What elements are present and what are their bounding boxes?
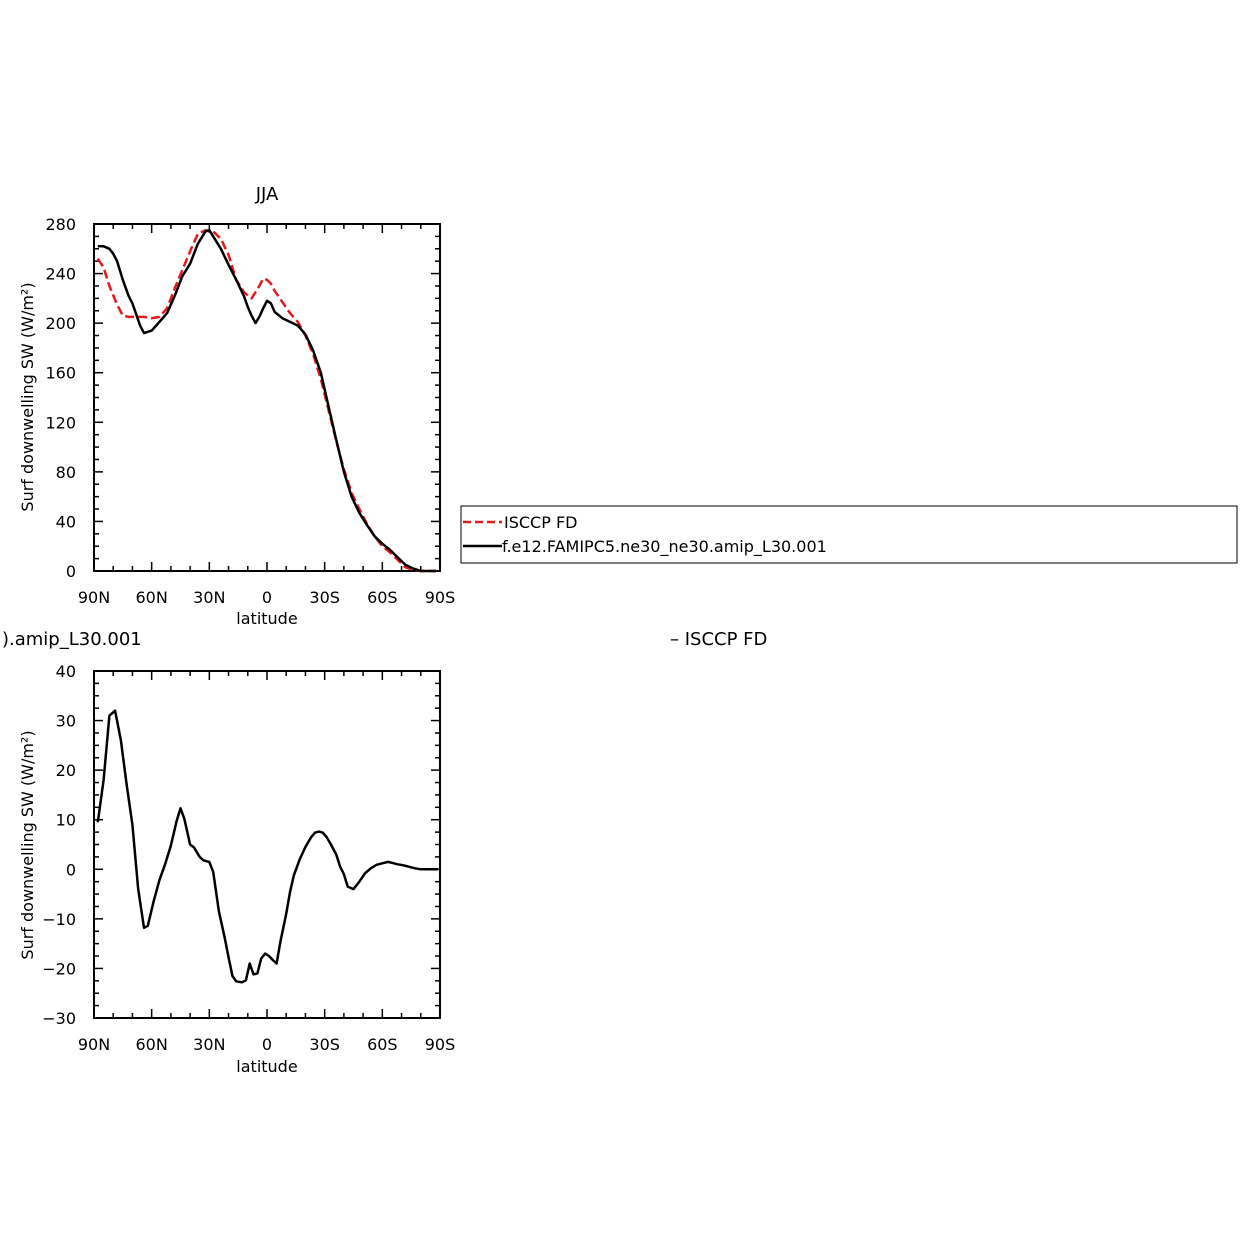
bottom-panel-title-left: ).amip_L30.001	[2, 629, 142, 650]
bottom-x-tick-label: 90N	[78, 1035, 110, 1054]
top-y-tick-label: 280	[45, 215, 76, 234]
top-panel: JJA 90N 60N 30N 0 30S 60S 90S 0 40 80 120 160 200 24…	[18, 184, 455, 628]
top-series-line-0	[96, 228, 437, 573]
bottom-y-tick-label: −30	[42, 1009, 76, 1028]
bottom-x-tick-label: 30N	[193, 1035, 225, 1054]
top-y-tick-label: 240	[45, 265, 76, 284]
top-y-axis-label: Surf downwelling SW (W/m²)	[18, 282, 37, 511]
top-x-tick-label: 60N	[136, 588, 168, 607]
top-panel-title: JJA	[255, 184, 279, 205]
legend-label-model: f.e12.FAMIPC5.ne30_ne30.amip_L30.001	[502, 537, 827, 557]
bottom-x-tick-label: 0	[262, 1035, 272, 1054]
top-x-tick-label: 90N	[78, 588, 110, 607]
bottom-y-tick-label: −20	[42, 959, 76, 978]
top-y-tick-label: 200	[45, 314, 76, 333]
bottom-x-tick-label: 60S	[367, 1035, 398, 1054]
legend-label-isccp: ISCCP FD	[504, 513, 577, 532]
top-y-tick-label: 0	[66, 562, 76, 581]
bottom-y-tick-label: −10	[42, 910, 76, 929]
bottom-y-ticks: −30 −20 −10 0 10 20 30 40	[42, 662, 440, 1028]
bottom-y-tick-label: 20	[56, 761, 76, 780]
top-x-tick-label: 0	[262, 588, 272, 607]
top-y-tick-label: 120	[45, 413, 76, 432]
top-series-line-1	[97, 228, 437, 573]
bottom-series-lines	[96, 709, 439, 984]
bottom-panel: ).amip_L30.001 – ISCCP FD 90N 60N 30N 0 30S 6…	[2, 629, 767, 1076]
top-y-tick-label: 40	[56, 512, 76, 531]
bottom-x-tick-label: 60N	[136, 1035, 168, 1054]
top-y-tick-label: 160	[45, 364, 76, 383]
bottom-plot-frame	[93, 670, 441, 1019]
bottom-series-line-0	[96, 709, 439, 984]
bottom-x-tick-label: 30S	[309, 1035, 340, 1054]
legend: ISCCP FD f.e12.FAMIPC5.ne30_ne30.amip_L3…	[460, 505, 1238, 564]
top-y-tick-label: 80	[56, 463, 76, 482]
bottom-panel-title-right: – ISCCP FD	[670, 629, 767, 650]
top-x-tick-label: 90S	[425, 588, 456, 607]
top-plot-frame	[93, 223, 441, 572]
bottom-x-tick-label: 90S	[425, 1035, 456, 1054]
legend-box	[460, 505, 1238, 564]
top-series-lines	[96, 228, 437, 573]
top-x-ticks: 90N 60N 30N 0 30S 60S 90S	[78, 224, 455, 607]
top-x-tick-label: 30S	[309, 588, 340, 607]
bottom-x-axis-label: latitude	[236, 1057, 297, 1076]
top-x-axis-label: latitude	[236, 609, 297, 628]
top-y-ticks: 0 40 80 120 160 200 240 280	[45, 215, 440, 581]
top-x-tick-label: 60S	[367, 588, 398, 607]
top-x-tick-label: 30N	[193, 588, 225, 607]
bottom-y-tick-label: 40	[56, 662, 76, 681]
bottom-y-tick-label: 30	[56, 712, 76, 731]
bottom-y-tick-label: 10	[56, 811, 76, 830]
bottom-x-ticks: 90N 60N 30N 0 30S 60S 90S	[78, 671, 455, 1054]
bottom-y-tick-label: 0	[66, 860, 76, 879]
bottom-y-axis-label: Surf downwelling SW (W/m²)	[18, 730, 37, 959]
